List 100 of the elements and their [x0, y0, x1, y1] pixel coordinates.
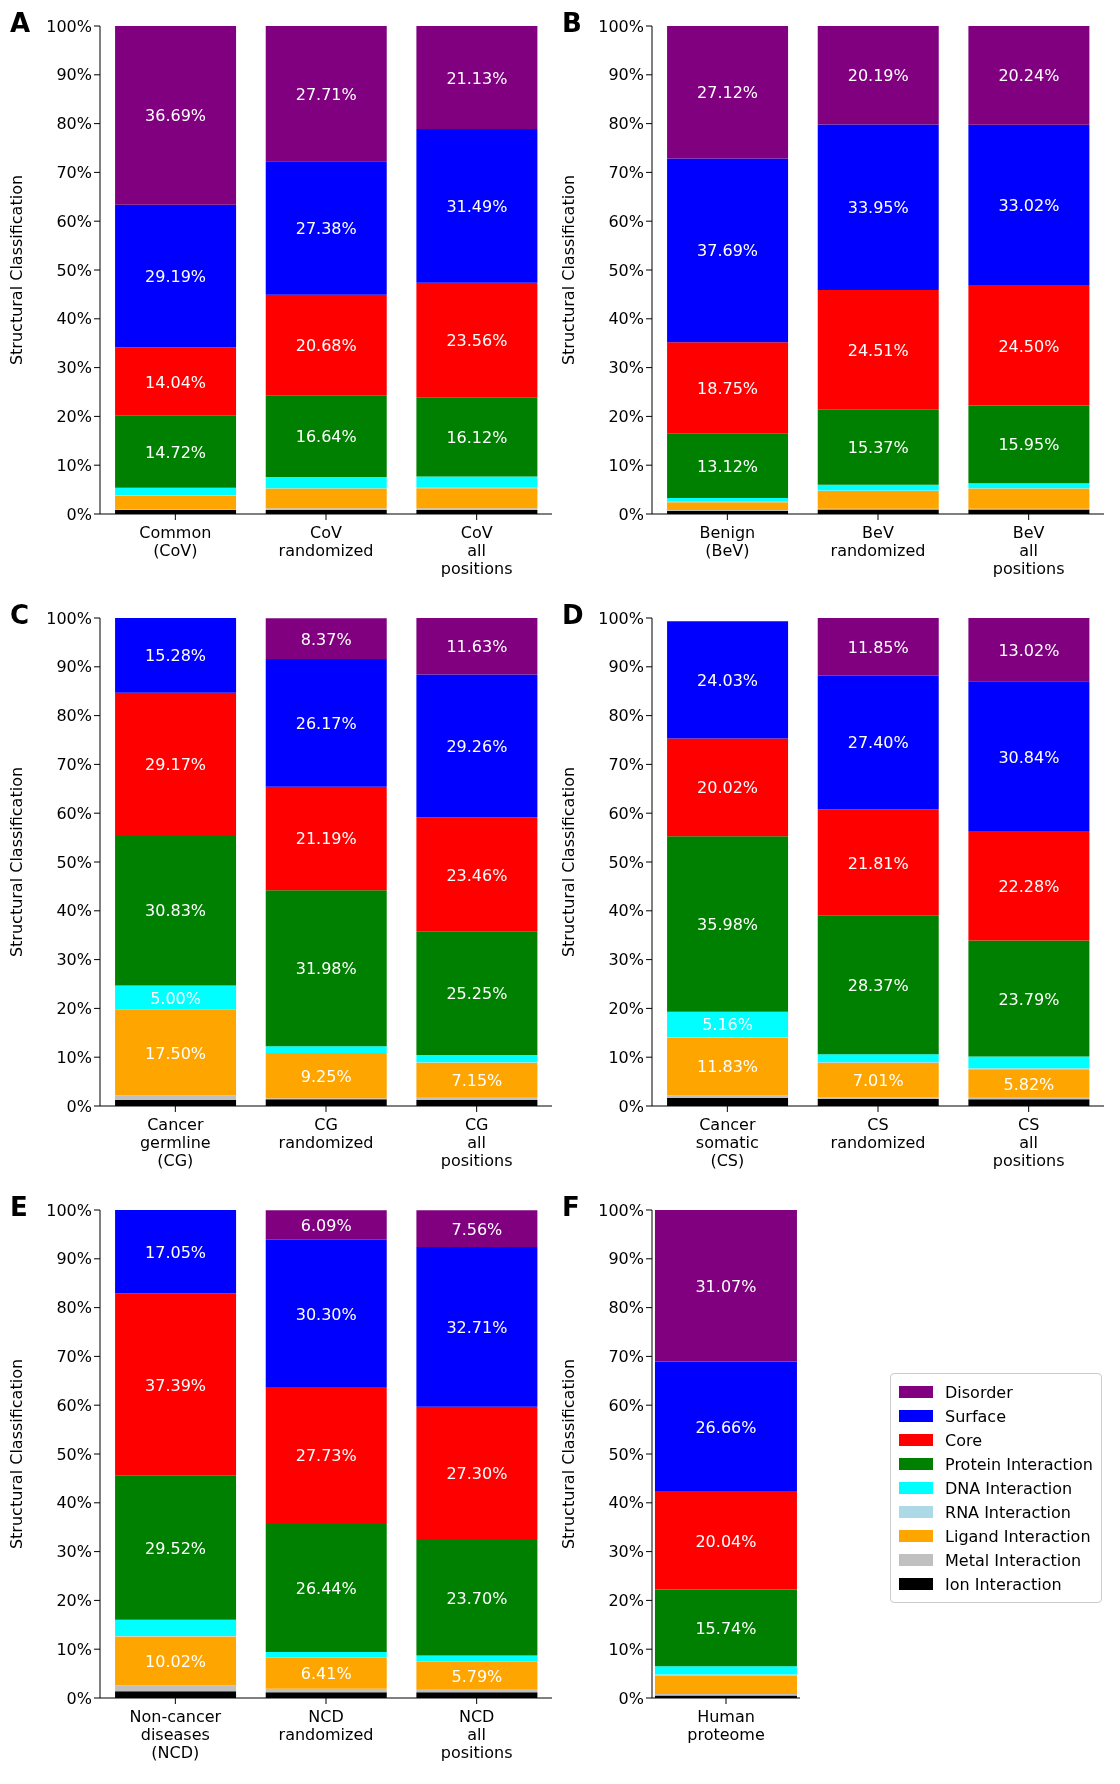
y-tick-label: 10%: [56, 455, 92, 475]
data-label: 27.73%: [295, 1446, 357, 1466]
data-label: 15.28%: [145, 646, 207, 666]
y-tick-label: 0%: [66, 1096, 92, 1116]
y-tick-label: 50%: [56, 852, 92, 872]
data-label: 29.17%: [145, 754, 207, 774]
data-label: 11.63%: [446, 637, 508, 657]
data-label: 5.00%: [150, 988, 201, 1008]
data-label: 6.09%: [300, 1216, 352, 1236]
y-tick-label: 20%: [608, 407, 644, 427]
y-axis-title: Structural Classification: [6, 174, 26, 366]
data-label: 25.25%: [446, 984, 508, 1004]
data-label: 17.50%: [145, 1043, 207, 1063]
legend-label: Protein Interaction: [945, 1454, 1093, 1474]
y-axis-title: Structural Classification: [6, 1358, 26, 1550]
y-axis-title: Structural Classification: [6, 766, 26, 958]
y-tick-label: 60%: [608, 211, 644, 231]
y-axis-title: Structural Classification: [558, 1358, 578, 1550]
chart-title: A: [10, 8, 31, 38]
y-tick-label: 80%: [608, 1298, 644, 1318]
y-tick-label: 40%: [608, 309, 644, 329]
data-label: 15.95%: [998, 435, 1060, 455]
y-tick-label: 60%: [56, 803, 92, 823]
y-tick-label: 50%: [56, 260, 92, 280]
data-label: 36.69%: [145, 106, 207, 126]
data-label: 10.02%: [145, 1651, 207, 1671]
data-label: 14.04%: [145, 372, 207, 392]
x-tick-label: Human proteome: [687, 1707, 765, 1744]
data-label: 20.24%: [998, 66, 1060, 86]
data-label: 16.12%: [446, 428, 508, 448]
data-label: 27.71%: [295, 84, 357, 104]
y-tick-label: 30%: [56, 358, 92, 378]
data-label: 13.02%: [998, 640, 1060, 660]
y-tick-label: 70%: [56, 1347, 92, 1367]
y-tick-label: 0%: [618, 1096, 644, 1116]
chart-title: E: [10, 1192, 28, 1222]
data-label: 11.83%: [697, 1057, 759, 1077]
data-label: 7.15%: [451, 1071, 503, 1091]
legend-label: Metal Interaction: [945, 1550, 1082, 1570]
x-tick-label: BeV all positions: [992, 523, 1065, 578]
y-tick-label: 50%: [56, 1444, 92, 1464]
chart-title: F: [562, 1192, 580, 1222]
x-tick-label: CS randomized: [830, 1115, 926, 1152]
data-label: 35.98%: [697, 915, 759, 935]
y-tick-label: 80%: [608, 114, 644, 134]
x-tick-label: Benign (BeV): [699, 523, 756, 560]
x-tick-label: CG all positions: [440, 1115, 513, 1170]
data-label: 21.13%: [446, 68, 508, 88]
legend-label: Core: [945, 1430, 983, 1450]
y-tick-label: 40%: [56, 1493, 92, 1513]
y-tick-label: 40%: [608, 1493, 644, 1513]
y-tick-label: 30%: [56, 950, 92, 970]
x-tick-label: Non-cancer diseases (NCD): [129, 1707, 222, 1762]
y-tick-label: 80%: [56, 114, 92, 134]
data-label: 33.02%: [998, 196, 1060, 216]
data-label: 27.12%: [697, 83, 759, 103]
y-tick-label: 30%: [608, 1542, 644, 1562]
data-label: 20.19%: [847, 66, 909, 86]
x-tick-label: NCD randomized: [278, 1707, 374, 1744]
data-label: 29.26%: [446, 736, 508, 756]
y-tick-label: 100%: [598, 1200, 644, 1220]
legend-label: Ligand Interaction: [945, 1526, 1091, 1546]
data-label: 26.17%: [295, 713, 357, 733]
y-tick-label: 30%: [608, 950, 644, 970]
x-tick-label: CS all positions: [992, 1115, 1065, 1170]
data-label: 27.40%: [847, 733, 909, 753]
y-tick-label: 100%: [598, 16, 644, 36]
data-label: 21.81%: [847, 853, 909, 873]
data-label: 6.41%: [300, 1664, 352, 1684]
y-tick-label: 20%: [56, 407, 92, 427]
data-label: 30.83%: [145, 901, 207, 921]
y-axis-title: Structural Classification: [558, 766, 578, 958]
data-label: 37.39%: [145, 1375, 207, 1395]
y-tick-label: 10%: [56, 1047, 92, 1067]
data-label: 23.46%: [446, 865, 508, 885]
data-label: 8.37%: [300, 629, 352, 649]
y-tick-label: 60%: [56, 1395, 92, 1415]
chart-title: D: [562, 600, 584, 630]
y-tick-label: 10%: [56, 1639, 92, 1659]
data-label: 20.68%: [295, 336, 357, 356]
y-tick-label: 60%: [56, 211, 92, 231]
y-tick-label: 60%: [608, 803, 644, 823]
data-label: 13.12%: [697, 456, 759, 476]
y-tick-label: 80%: [56, 1298, 92, 1318]
legend-label: DNA Interaction: [945, 1478, 1073, 1498]
data-label: 24.50%: [998, 336, 1060, 356]
y-tick-label: 40%: [56, 309, 92, 329]
data-label: 24.51%: [847, 340, 909, 360]
x-tick-label: BeV randomized: [830, 523, 926, 560]
x-tick-label: CoV randomized: [278, 523, 374, 560]
data-label: 31.49%: [446, 196, 508, 216]
y-tick-label: 30%: [56, 1542, 92, 1562]
data-label: 15.74%: [695, 1618, 757, 1638]
legend-label: Disorder: [945, 1382, 1013, 1402]
data-label: 16.64%: [295, 427, 357, 447]
data-label: 26.44%: [295, 1578, 357, 1598]
data-label: 37.69%: [697, 241, 759, 261]
data-label: 15.37%: [847, 438, 909, 458]
y-tick-label: 70%: [56, 755, 92, 775]
data-label: 29.52%: [145, 1538, 207, 1558]
